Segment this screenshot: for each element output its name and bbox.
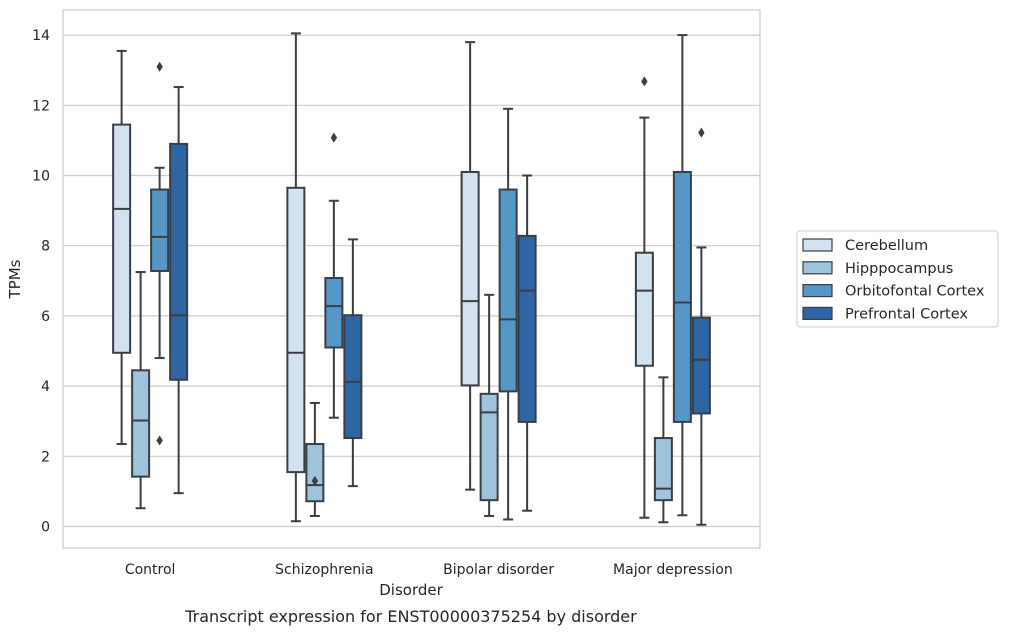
legend-swatch-3 (802, 306, 833, 320)
box-body (498, 188, 518, 393)
x-tick-label: Bipolar disorder (443, 562, 554, 578)
box-1-2 (324, 132, 344, 419)
figure-caption: Transcript expression for ENST0000037525… (184, 607, 637, 626)
box-body (460, 170, 480, 387)
box-0-1 (131, 271, 151, 510)
box-body (634, 251, 654, 367)
x-axis-label: Disorder (379, 581, 443, 599)
x-tick-labels: Control Schizophrenia Bipolar disorder Majo… (125, 562, 733, 578)
box-body (112, 123, 132, 354)
box-2-1 (479, 293, 499, 517)
box-2-2 (498, 107, 518, 521)
box-1-0 (286, 32, 306, 523)
plot-frame (62, 9, 761, 549)
box-3-2 (672, 34, 692, 517)
legend-swatch-1 (802, 261, 833, 275)
legend-label-1: Hipppocampus (845, 261, 953, 277)
box-body (150, 188, 170, 272)
box-body (324, 276, 344, 349)
box-0-3 (169, 86, 189, 495)
legend: Cerebellum Hipppocampus Orbitofontal Corte… (796, 230, 999, 328)
box-0-0 (112, 49, 132, 446)
outlier-point (698, 127, 705, 138)
y-tick-label: 10 (32, 169, 50, 185)
legend-label-3: Prefrontal Cortex (845, 306, 968, 322)
box-body (691, 316, 711, 415)
box-2-3 (517, 174, 537, 512)
box-body (343, 314, 363, 440)
box-body (131, 369, 151, 478)
box-1-3 (343, 238, 363, 488)
box-body (286, 186, 306, 474)
box-body (653, 437, 673, 502)
box-body (517, 234, 537, 423)
box-body (672, 170, 692, 423)
outlier-point (156, 435, 163, 446)
y-tick-label: 6 (41, 309, 50, 325)
y-tick-label: 8 (41, 239, 50, 255)
x-tick-label: Control (125, 562, 176, 578)
y-axis-label: TPMs (6, 259, 24, 299)
box-body (305, 443, 325, 503)
outlier-point (641, 76, 648, 87)
y-tick-label: 12 (32, 98, 50, 114)
legend-label-2: Orbitofontal Cortex (845, 284, 985, 300)
outlier-point (330, 132, 338, 143)
box-body (479, 392, 499, 502)
outlier-point (156, 61, 163, 72)
box-0-2 (150, 61, 170, 446)
outlier-point (311, 475, 319, 486)
y-tick-label: 14 (32, 28, 50, 44)
box-3-1 (653, 376, 673, 524)
legend-swatch-0 (802, 238, 833, 252)
y-tick-label: 4 (41, 379, 50, 395)
legend-label-0: Cerebellum (845, 238, 928, 254)
box-1-1 (305, 401, 325, 517)
x-tick-label: Major depression (613, 562, 733, 578)
y-tick-label: 0 (41, 520, 50, 536)
box-3-3 (691, 127, 711, 526)
x-tick-label: Schizophrenia (275, 562, 373, 578)
boxes (112, 32, 711, 526)
legend-swatch-2 (802, 284, 833, 298)
y-tick-labels: 0 2 4 6 8 10 12 14 (32, 28, 50, 535)
box-body (169, 142, 189, 381)
y-tick-label: 2 (41, 449, 50, 465)
box-2-0 (460, 41, 480, 491)
legend-frame (796, 230, 999, 328)
box-3-0 (634, 76, 654, 519)
